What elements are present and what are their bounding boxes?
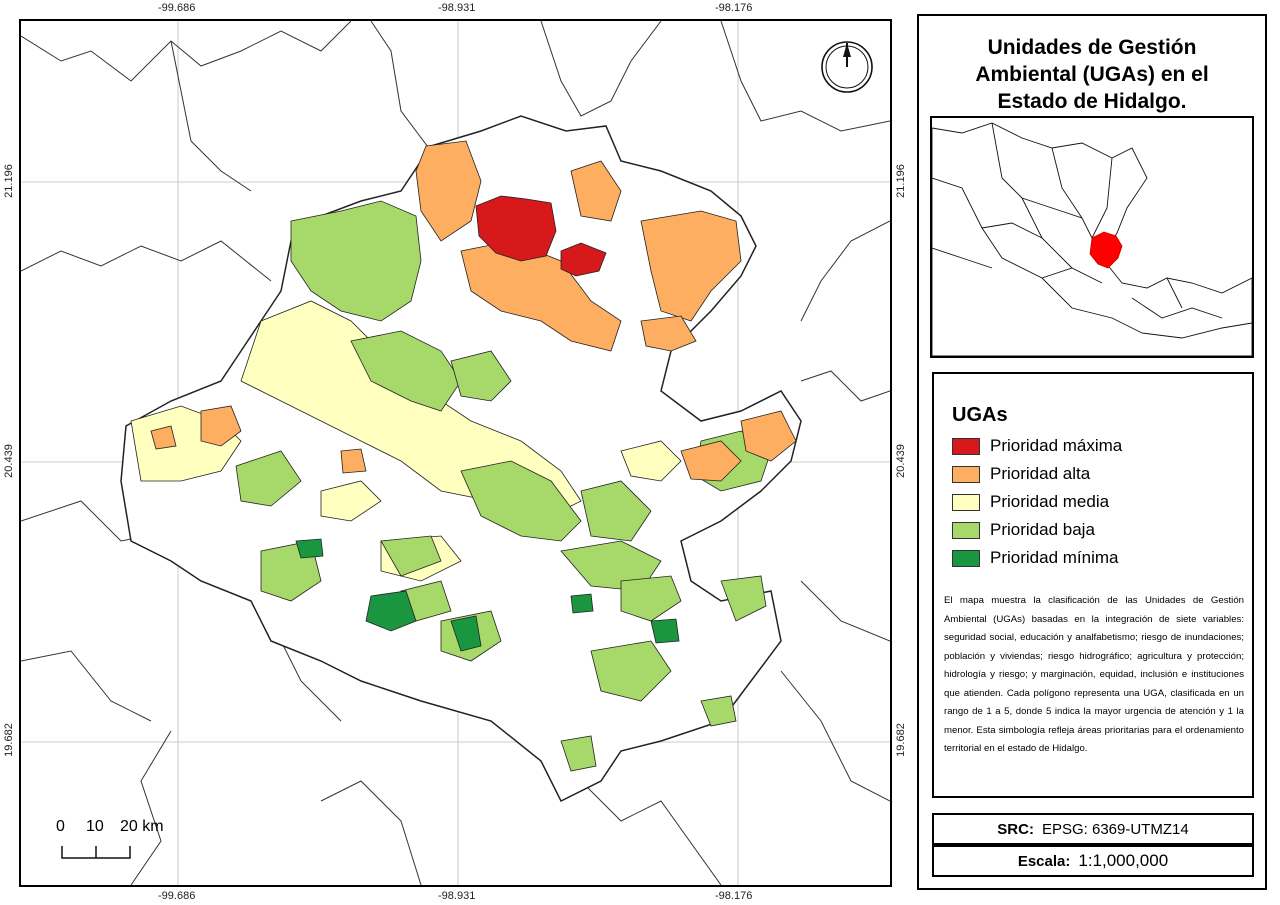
title-line-1: Unidades de Gestión	[987, 36, 1197, 59]
map-description: El mapa muestra la clasificación de las …	[944, 595, 1244, 754]
swatch-minima	[952, 549, 980, 567]
coord-right-2: 20.439	[895, 444, 907, 478]
coord-left-1: 21.196	[3, 164, 15, 198]
legend-item-maxima: Prioridad máxima	[952, 436, 1122, 456]
ugas-maxima	[475, 195, 607, 277]
legend-label-minima: Prioridad mínima	[990, 548, 1119, 567]
scale-label-0: 0	[56, 818, 65, 835]
coord-right-1: 21.196	[895, 164, 907, 198]
legend-item-media: Prioridad media	[952, 492, 1109, 512]
swatch-alta	[952, 465, 980, 483]
coord-bottom-2: -98.931	[438, 890, 476, 902]
scale-value: 1:1,000,000	[1078, 851, 1169, 870]
coord-right-3: 19.682	[895, 723, 907, 757]
title-line-3: Estado de Hidalgo.	[997, 90, 1187, 113]
coord-top-1: -99.686	[158, 2, 196, 14]
inset-hidalgo-highlight	[1089, 231, 1123, 269]
legend-label-media: Prioridad media	[990, 492, 1110, 511]
legend: UGAs Prioridad máxima Prioridad alta Pri…	[932, 372, 1254, 798]
swatch-maxima	[952, 437, 980, 455]
legend-label-alta: Prioridad alta	[990, 464, 1091, 483]
scale-label-20: 20 km	[120, 818, 164, 835]
legend-title: UGAs	[952, 404, 1008, 426]
legend-item-minima: Prioridad mínima	[952, 548, 1119, 568]
swatch-media	[952, 493, 980, 511]
scale-bar: 0 10 20 km	[50, 818, 190, 865]
inset-map[interactable]	[930, 116, 1254, 358]
main-map[interactable]	[19, 19, 892, 887]
side-panel: Unidades de Gestión Ambiental (UGAs) en …	[917, 14, 1267, 890]
legend-item-alta: Prioridad alta	[952, 464, 1090, 484]
page-title: Unidades de Gestión Ambiental (UGAs) en …	[919, 34, 1265, 115]
coord-top-3: -98.176	[715, 2, 753, 14]
legend-item-baja: Prioridad baja	[952, 520, 1095, 540]
coord-left-3: 19.682	[3, 723, 15, 757]
coord-left-2: 20.439	[3, 444, 15, 478]
src-label: SRC:	[997, 820, 1034, 838]
swatch-baja	[952, 521, 980, 539]
scale-bar-graphic	[61, 846, 131, 859]
inset-map-canvas	[932, 122, 1252, 356]
north-arrow-icon	[821, 41, 873, 93]
title-line-2: Ambiental (UGAs) en el	[975, 63, 1209, 86]
coord-bottom-1: -99.686	[158, 890, 196, 902]
legend-label-baja: Prioridad baja	[990, 520, 1095, 539]
scale-label: Escala:	[1017, 852, 1071, 870]
src-box: SRC: EPSG: 6369-UTMZ14	[932, 813, 1254, 845]
scale-label-10: 10	[86, 818, 104, 835]
ugas-minima	[295, 538, 680, 652]
scale-box: Escala: 1:1,000,000	[932, 845, 1254, 877]
ugas-alta	[150, 140, 797, 482]
legend-label-maxima: Prioridad máxima	[990, 436, 1123, 455]
coord-bottom-3: -98.176	[715, 890, 753, 902]
neighbor-borders	[21, 21, 890, 885]
map-canvas	[21, 21, 890, 885]
coord-top-2: -98.931	[438, 2, 476, 14]
src-value: EPSG: 6369-UTMZ14	[1041, 820, 1189, 838]
